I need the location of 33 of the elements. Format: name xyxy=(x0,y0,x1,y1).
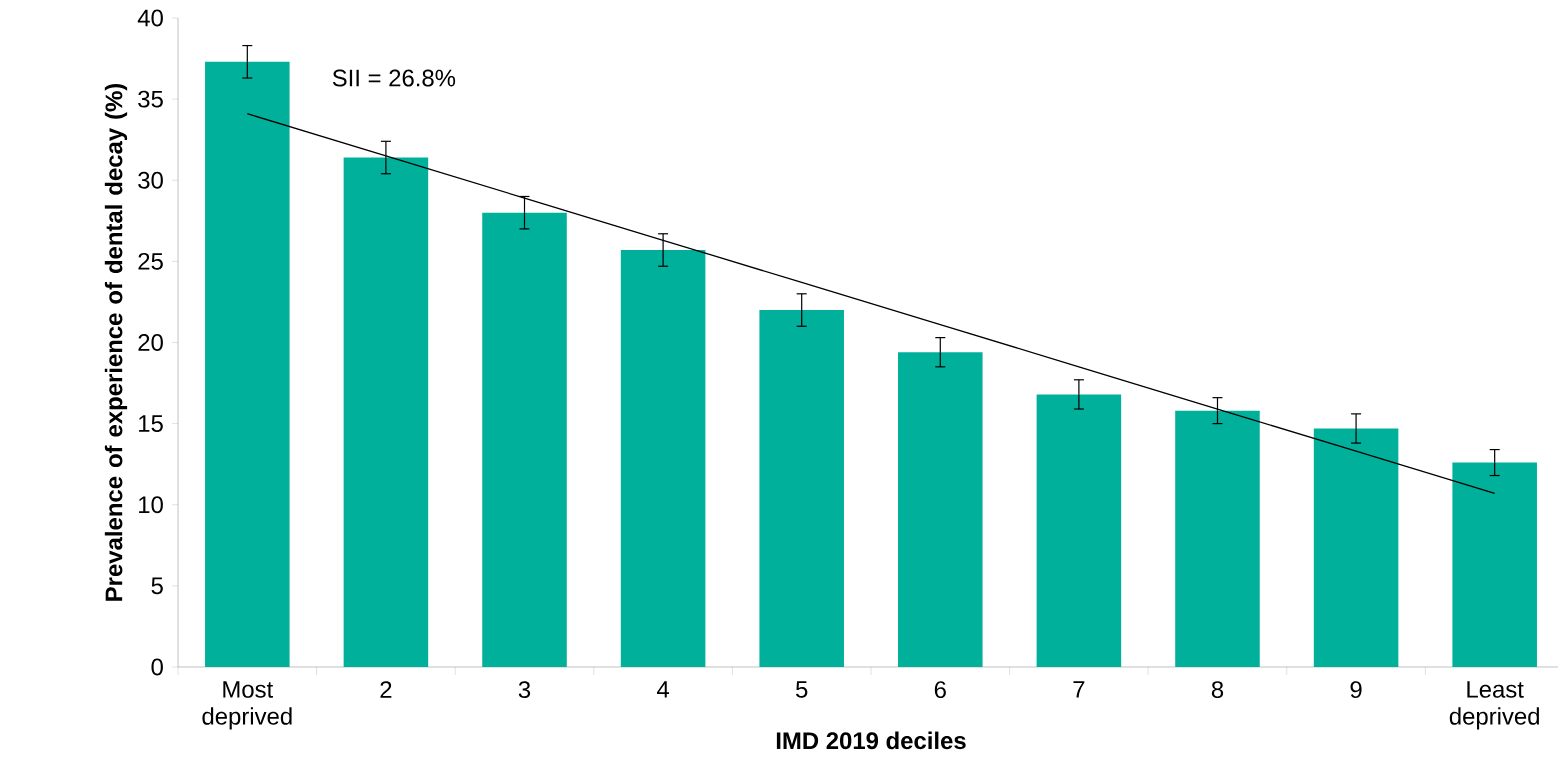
x-axis-title: IMD 2019 deciles xyxy=(776,731,966,750)
bar xyxy=(343,157,429,667)
y-tick-label: 10 xyxy=(139,496,163,514)
line-series xyxy=(246,113,1496,495)
bar xyxy=(898,352,983,667)
y-tick-label: 5 xyxy=(151,577,163,595)
x-tick-label: 6 xyxy=(934,681,946,699)
x-tick-label: 4 xyxy=(657,681,670,698)
bar xyxy=(1452,462,1537,667)
y-tick-label: 35 xyxy=(138,90,163,108)
bar xyxy=(482,212,567,667)
y-tick-label: 0 xyxy=(151,658,163,676)
bar xyxy=(1175,410,1260,667)
bar xyxy=(759,310,844,667)
y-tick-label: 40 xyxy=(137,9,163,27)
y-tick-label: 25 xyxy=(138,252,163,270)
x-tick-label: 5 xyxy=(796,681,808,698)
bar xyxy=(620,250,706,667)
y-tick-label: 20 xyxy=(138,334,163,351)
bar xyxy=(205,61,290,667)
y-tick-label: 15 xyxy=(139,415,163,432)
bar xyxy=(1313,428,1399,667)
x-tick-label: 9 xyxy=(1350,681,1362,699)
y-tick-label: 30 xyxy=(138,171,163,189)
x-tick-label: Most deprived xyxy=(202,681,292,730)
annotation: SII = 26.8% xyxy=(332,69,456,87)
x-tick-label: 3 xyxy=(518,681,531,699)
x-tick-label: 7 xyxy=(1073,681,1085,698)
y-axis-title: Prevalence of experience of dental decay (%) xyxy=(104,83,128,601)
x-tick-label: 8 xyxy=(1211,681,1224,699)
x-tick-label: 2 xyxy=(380,681,392,698)
x-tick-label: Least deprived xyxy=(1449,681,1539,730)
bar xyxy=(1036,394,1122,667)
